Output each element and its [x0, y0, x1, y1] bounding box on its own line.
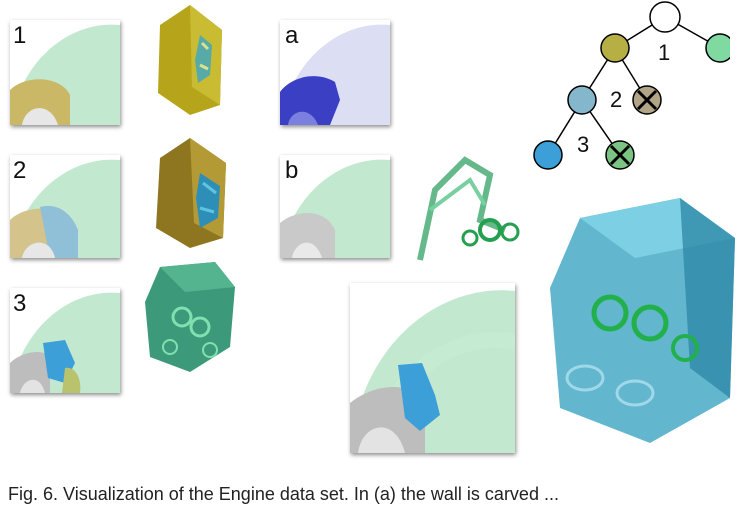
panel-2-render: [10, 159, 120, 258]
tree-edge-label-2: 2: [610, 87, 623, 112]
tree-edge-label-1: 1: [658, 40, 671, 65]
tree-node: [533, 140, 563, 170]
panel-b-render: [280, 159, 390, 258]
panel-label: 1: [13, 22, 27, 49]
panel-label: 2: [13, 157, 27, 184]
engine-yellow: [158, 5, 222, 115]
tree-diagram: [533, 1, 730, 170]
zoom-panel-render: [350, 290, 515, 453]
panel-a: a: [280, 20, 390, 125]
tree-edge-label-3: 3: [577, 132, 590, 157]
tree-node: [600, 33, 630, 63]
engine-brown: [156, 138, 226, 248]
panel-b: b: [280, 155, 390, 258]
panel-1-render: [10, 24, 120, 125]
panel-label: 3: [13, 290, 27, 317]
tree-node: [705, 33, 730, 63]
panel-label: a: [285, 22, 299, 49]
tree-root-node: [649, 1, 681, 33]
panel-3-render: [10, 292, 120, 393]
tree-node: [567, 85, 597, 115]
panel-label: b: [285, 157, 299, 184]
panel-2: 2: [10, 155, 120, 258]
figure-caption: Fig. 6. Visualization of the Engine data…: [8, 484, 559, 504]
panel-1: 1: [10, 20, 120, 125]
panel-3: 3: [10, 288, 120, 393]
engine-cyan: [550, 198, 735, 443]
engine-green: [145, 262, 235, 372]
zoom-panel: [350, 283, 515, 453]
panel-a-render: [280, 24, 390, 125]
engine-part-green: [417, 156, 520, 261]
